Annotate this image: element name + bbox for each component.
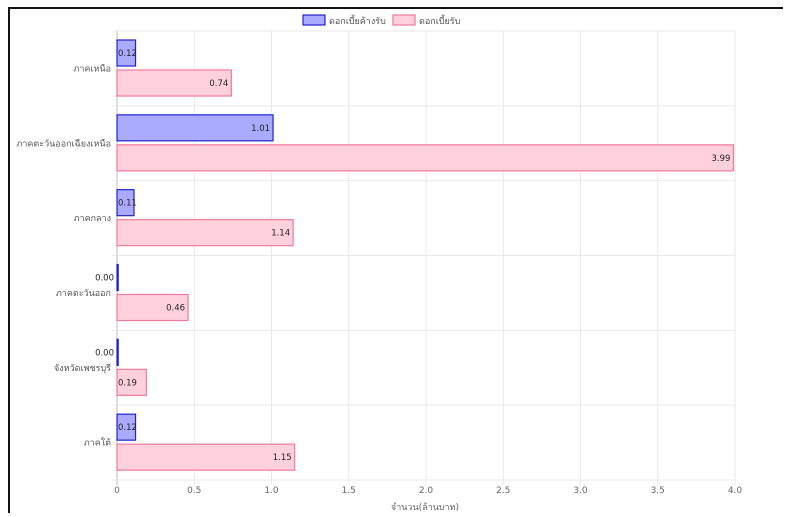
data-label: 0.12 <box>118 423 137 433</box>
bar-interest-income[interactable] <box>116 368 147 396</box>
data-label: 0.00 <box>95 348 114 358</box>
legend-label[interactable]: ดอกเบี้ยรับ <box>419 14 461 27</box>
x-tick-label: 2.5 <box>496 486 510 496</box>
data-label: 0.46 <box>166 304 185 314</box>
data-label: 0.12 <box>118 49 137 59</box>
y-tick-label: ภาคตะวันออกเฉียงเหนือ <box>16 138 111 149</box>
y-tick-label: จังหวัดเพชรบุรี <box>54 363 111 374</box>
x-tick-label: 1.0 <box>264 486 279 496</box>
bar-accrued-interest[interactable] <box>116 189 135 217</box>
data-label: 0.11 <box>118 199 137 209</box>
bar-accrued-interest[interactable] <box>116 114 274 142</box>
bar-interest-income[interactable] <box>116 144 735 172</box>
bar-interest-income[interactable] <box>116 293 189 322</box>
legend[interactable]: ดอกเบี้ยค้างรับ ดอกเบี้ยรับ <box>302 14 461 27</box>
legend-swatch[interactable] <box>302 14 326 26</box>
x-tick-label: 0 <box>114 486 120 496</box>
x-tick-label: 3.5 <box>651 486 665 496</box>
data-label: 0.19 <box>118 378 137 388</box>
data-label: 0.00 <box>95 274 114 284</box>
y-tick-label: ภาคตะวันออก <box>56 289 111 299</box>
bars-layer: 0.12 0.74 1.01 3.99 0.11 1.14 0.00 0.46 0.00 0.19… <box>95 39 735 471</box>
bar-accrued-interest[interactable] <box>116 263 119 292</box>
x-tick-label: 0.5 <box>187 486 201 496</box>
legend-swatch[interactable] <box>392 14 416 26</box>
y-tick-label: ภาคกลาง <box>74 214 111 224</box>
data-label: 0.74 <box>209 79 228 89</box>
legend-label[interactable]: ดอกเบี้ยค้างรับ <box>329 14 386 27</box>
x-tick-label: 3.0 <box>573 486 588 496</box>
y-tick-label: ภาคใต้ <box>84 438 111 449</box>
data-label: 1.15 <box>273 453 292 463</box>
x-axis: 0 0.5 1.0 1.5 2.0 2.5 3.0 3.5 4.0 <box>114 486 742 496</box>
data-label: 1.01 <box>251 124 270 134</box>
bar-accrued-interest[interactable] <box>116 338 119 366</box>
x-tick-label: 2.0 <box>419 486 434 496</box>
y-axis: ภาคเหนือภาคตะวันออกเฉียงเหนือภาคกลางภาคต… <box>16 63 111 448</box>
bar-accrued-interest[interactable] <box>116 39 137 67</box>
x-tick-label: 4.0 <box>728 486 743 496</box>
x-tick-label: 1.5 <box>342 486 356 496</box>
bar-interest-income[interactable] <box>116 69 232 97</box>
bar-interest-income[interactable] <box>116 443 296 471</box>
grid-lines <box>112 30 736 485</box>
bar-accrued-interest[interactable] <box>116 413 137 441</box>
data-label: 1.14 <box>271 229 290 239</box>
x-axis-title: จำนวน(ล้านบาท) <box>391 502 459 513</box>
bar-interest-income[interactable] <box>116 219 294 247</box>
y-tick-label: ภาคเหนือ <box>73 63 111 74</box>
data-label: 3.99 <box>712 154 731 164</box>
